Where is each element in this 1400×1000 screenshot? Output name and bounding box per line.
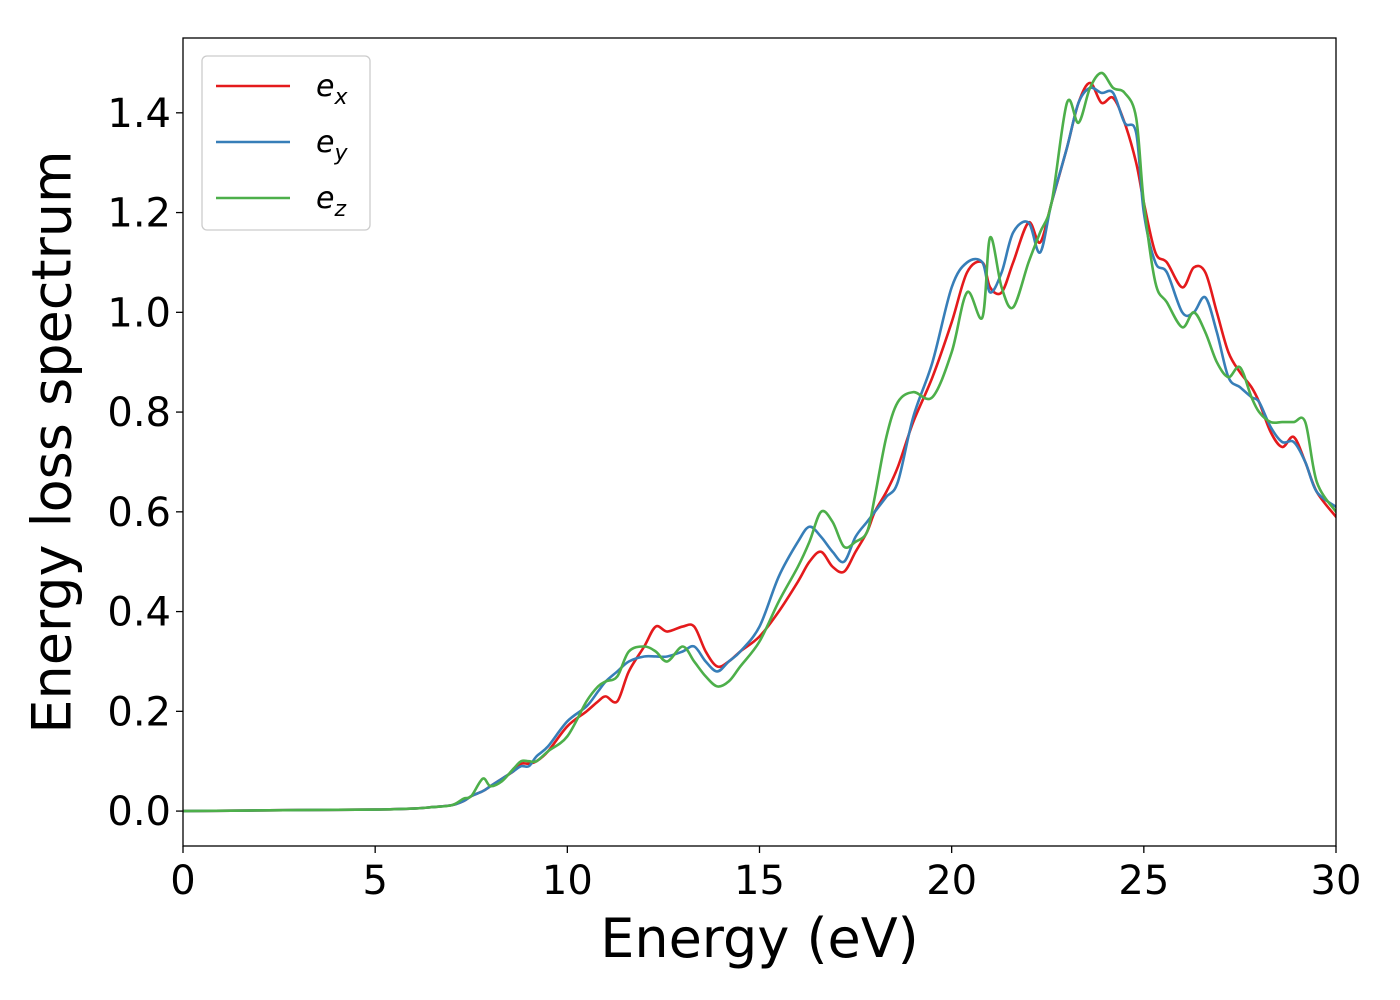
y-axis: 0.0 0.2 0.4 0.6 0.8 1.0 1.2 1.4: [107, 91, 183, 835]
x-tick-label: 20: [926, 858, 977, 904]
x-tick-label: 30: [1311, 858, 1362, 904]
y-axis-label: Energy loss spectrum: [21, 150, 84, 733]
legend-label-base: e: [316, 181, 334, 216]
y-tick-label: 0.2: [107, 689, 171, 735]
series-line-e-y: [183, 86, 1336, 813]
legend-label-base: e: [316, 125, 334, 160]
x-axis: 0 5 10 15 20 25 30: [170, 846, 1361, 904]
y-tick-label: 1.0: [107, 290, 171, 336]
series-layer: [183, 71, 1336, 813]
x-axis-label: Energy (eV): [600, 907, 919, 970]
x-tick-label: 0: [170, 858, 195, 904]
x-tick-label: 15: [734, 858, 785, 904]
y-tick-label: 0.0: [107, 789, 171, 835]
legend-label-e-z: ez: [316, 181, 346, 222]
legend-label-subscript: z: [333, 197, 346, 222]
series-line-e-z: [183, 71, 1336, 813]
legend-label-base: e: [316, 69, 334, 104]
x-tick-label: 10: [542, 858, 593, 904]
legend-label-e-y: ey: [316, 125, 348, 166]
legend-label-subscript: x: [333, 85, 348, 110]
y-tick-label: 1.2: [107, 191, 171, 237]
x-tick-label: 25: [1118, 858, 1169, 904]
x-tick-label: 5: [362, 858, 387, 904]
series-line-e-x: [183, 81, 1336, 813]
y-tick-label: 0.8: [107, 390, 171, 436]
y-tick-label: 0.6: [107, 490, 171, 536]
y-tick-label: 0.4: [107, 590, 171, 636]
legend-label-e-x: ex: [316, 69, 348, 110]
legend-label-subscript: y: [333, 141, 348, 166]
y-tick-label: 1.4: [107, 91, 171, 137]
